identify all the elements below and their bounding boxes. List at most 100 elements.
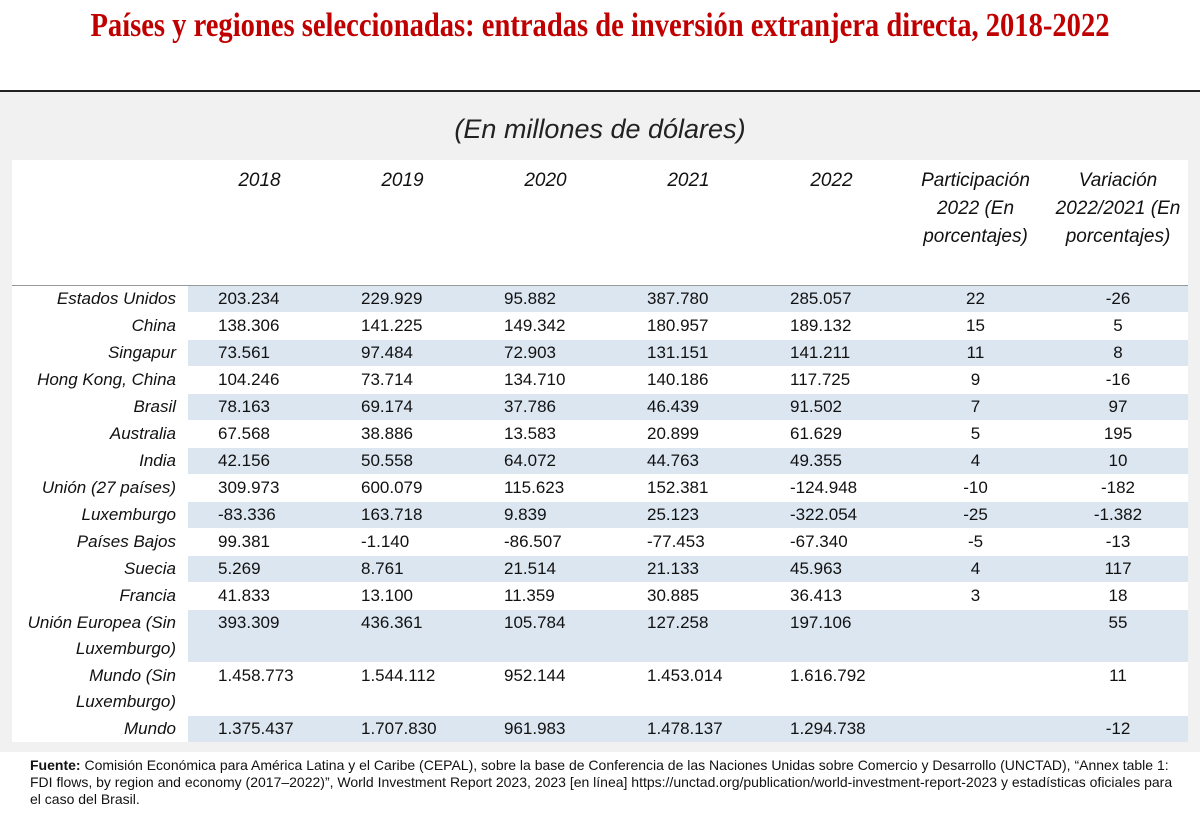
cell: 10 [1048,447,1188,475]
cell: 55 [1048,609,1188,663]
cell [903,663,1048,716]
table-row: Unión Europea (Sin Luxemburgo) 393.309 436… [12,609,1188,663]
table-row: Mundo (Sin Luxemburgo) 1.458.773 1.544.112… [12,662,1188,716]
cell: 95.882 [474,285,617,313]
cell: 141.211 [760,339,903,367]
cell: 152.381 [647,478,709,497]
title: Países y regiones seleccionadas: entrada… [90,7,1110,44]
row-label: Unión (27 países) [41,478,176,497]
cell: -26 [1048,285,1188,313]
cell: 393.309 [188,609,331,663]
cell: 11.359 [504,586,555,605]
cell: 22 [903,285,1048,313]
cell: 41.833 [218,586,270,605]
cell: 1.544.112 [361,666,436,685]
cell: 50.558 [331,447,474,475]
row-label: Singapur [107,343,176,362]
data-table: 2018 2019 2020 2021 2022 Participación 2022 (… [12,160,1188,742]
column-header: Variación 2022/2021 (En porcentajes) [1048,160,1188,286]
row-label: China [131,316,176,335]
table-row: Estados Unidos 203.234 229.929 95.882 387.78… [12,285,1188,313]
subtitle: (En millones de dólares) [454,114,746,144]
table-body: Estados Unidos 203.234 229.929 95.882 387.78… [12,285,1188,742]
cell: 5.269 [188,555,331,583]
cell: 1.458.773 [218,666,294,685]
source-note: Fuente: Comisión Económica para América … [30,757,1180,808]
cell: 13.583 [504,424,556,443]
cell: 21.514 [474,555,617,583]
row-label: Australia [109,424,176,443]
table-row: China 138.306 141.225 149.342 180.957 189.132… [12,312,1188,340]
cell: -1.382 [1048,501,1188,529]
cell: 91.502 [760,393,903,421]
row-label: Francia [119,586,176,605]
cell: 9 [970,370,981,389]
cell: 72.903 [474,339,617,367]
cell: -322.054 [760,501,903,529]
cell: -10 [963,478,988,497]
header-row: 2018 2019 2020 2021 2022 Participación 2022 (… [12,160,1188,286]
cell: -86.507 [504,532,562,551]
cell: -124.948 [790,478,858,497]
cell: 127.258 [617,609,760,663]
cell: 5 [1113,316,1123,335]
table-row: Australia 67.568 38.886 13.583 20.899 61.629 5… [12,420,1188,448]
cell: 45.963 [760,555,903,583]
cell: 9.839 [474,501,617,529]
table-row: India 42.156 50.558 64.072 44.763 49.355 4 10 [12,447,1188,475]
cell: 163.718 [331,501,474,529]
column-header: 2022 [760,160,903,286]
cell: 131.151 [617,339,760,367]
table-row: Unión (27 países) 309.973 600.079 115.623 15… [12,474,1188,502]
cell: 42.156 [188,447,331,475]
row-label: Mundo (Sin Luxemburgo) [75,666,176,711]
cell [903,715,1048,742]
cell: -5 [967,532,984,551]
cell: 61.629 [790,424,842,443]
cell: -67.340 [790,532,848,551]
table-row: Mundo 1.375.437 1.707.830 961.983 1.478.137 1… [12,715,1188,742]
cell: 141.225 [361,316,423,335]
cell: 73.714 [361,370,413,389]
cell: 30.885 [647,586,699,605]
cell: 600.079 [361,478,423,497]
row-label: Países Bajos [76,532,176,551]
source-text: Comisión Económica para América Latina y… [30,757,1173,807]
table-row: Luxemburgo -83.336 163.718 9.839 25.123 -322.… [12,501,1188,529]
cell: 1.375.437 [188,715,331,742]
cell: -83.336 [188,501,331,529]
table-row: Brasil 78.163 69.174 37.786 46.439 91.502 7 97 [12,393,1188,421]
cell: 97 [1048,393,1188,421]
table-row: Hong Kong, China 104.246 73.714 134.710 140.… [12,366,1188,394]
column-header: 2018 [188,160,331,286]
cell: 117 [1048,555,1188,583]
cell: 203.234 [188,285,331,313]
cell: 197.106 [760,609,903,663]
content: (En millones de dólares) 2018 2019 2020 202… [0,92,1200,752]
cell: 99.381 [218,532,270,551]
cell: 104.246 [218,370,280,389]
cell: 46.439 [617,393,760,421]
cell: 15 [966,316,985,335]
cell: 105.784 [474,609,617,663]
table-row: Suecia 5.269 8.761 21.514 21.133 45.963 4 117 [12,555,1188,583]
column-header: Participación 2022 (En porcentajes) [903,160,1048,286]
cell: 20.899 [647,424,699,443]
cell: 44.763 [617,447,760,475]
row-label: Estados Unidos [56,289,176,308]
cell: 11 [1109,666,1127,685]
cell: 387.780 [617,285,760,313]
cell: 4 [903,555,1048,583]
cell: 49.355 [760,447,903,475]
row-label: India [139,451,176,470]
cell: 11 [903,339,1048,367]
cell: -13 [1105,532,1131,551]
cell: 117.725 [790,370,851,389]
cell: 134.710 [504,370,566,389]
cell: 18 [1108,586,1128,605]
cell: 189.132 [790,316,852,335]
cell: 285.057 [760,285,903,313]
header: Países y regiones seleccionadas: entrada… [0,0,1200,92]
row-label: Mundo [124,719,176,738]
cell: -12 [1048,715,1188,742]
